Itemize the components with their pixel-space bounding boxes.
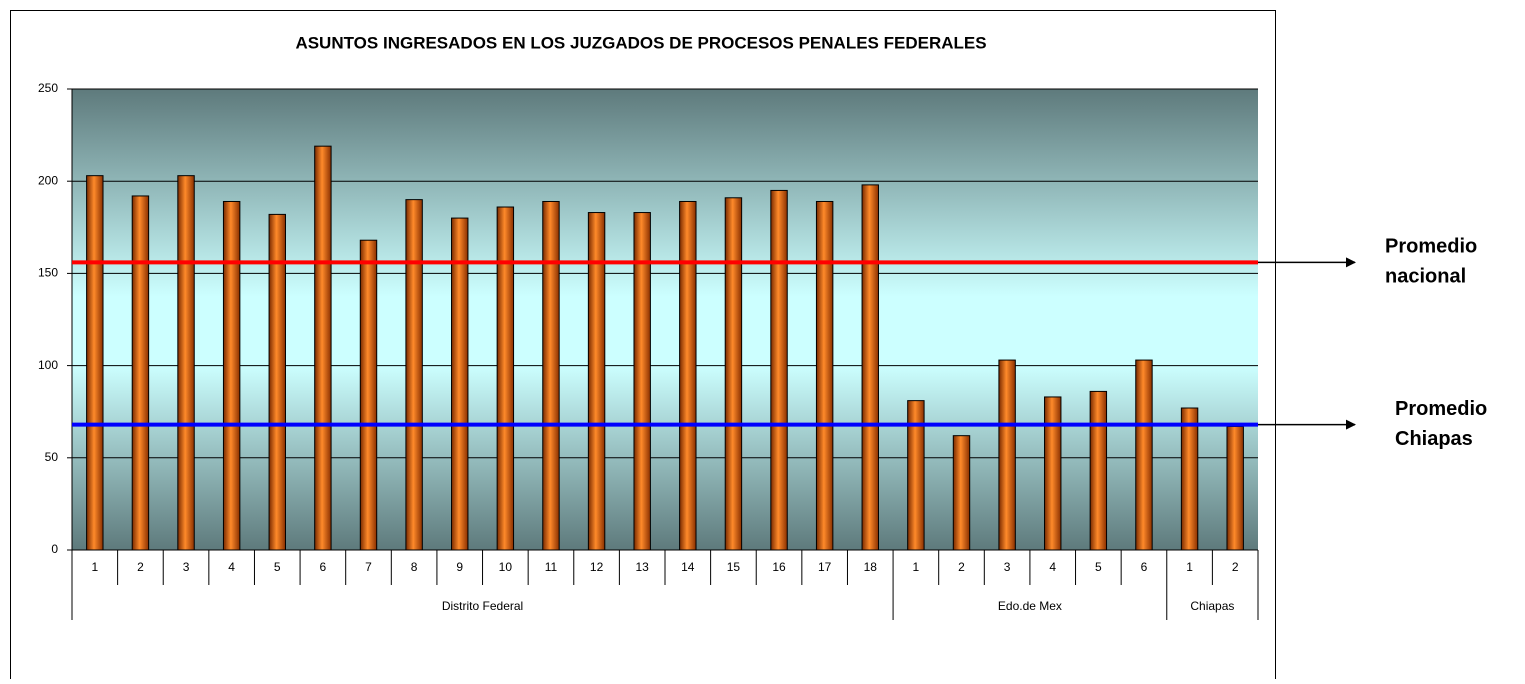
x-tick-label: 4 bbox=[1049, 560, 1056, 574]
x-tick-label: 6 bbox=[320, 560, 327, 574]
annotation-text: Chiapas bbox=[1395, 428, 1473, 450]
y-tick-label: 250 bbox=[38, 81, 58, 95]
x-tick-label: 15 bbox=[727, 560, 741, 574]
bar bbox=[770, 189, 788, 551]
bar bbox=[633, 212, 651, 551]
bar bbox=[861, 184, 879, 551]
x-tick-label: 8 bbox=[411, 560, 418, 574]
y-tick-label: 50 bbox=[45, 450, 59, 464]
x-tick-label: 1 bbox=[1186, 560, 1193, 574]
x-tick-label: 7 bbox=[365, 560, 372, 574]
x-tick-label: 4 bbox=[228, 560, 235, 574]
bar bbox=[405, 199, 423, 551]
bar bbox=[86, 175, 104, 551]
annotation-text: nacional bbox=[1385, 266, 1466, 288]
x-tick-label: 2 bbox=[958, 560, 965, 574]
x-tick-label: 1 bbox=[913, 560, 920, 574]
bar bbox=[1044, 396, 1062, 551]
bar bbox=[907, 400, 925, 551]
bar bbox=[268, 213, 286, 551]
chart-title: ASUNTOS INGRESADOS EN LOS JUZGADOS DE PR… bbox=[295, 33, 986, 52]
bar bbox=[998, 359, 1016, 551]
bar bbox=[1089, 390, 1108, 551]
bar bbox=[952, 435, 971, 551]
bar bbox=[679, 200, 697, 551]
annotation-text: Promedio bbox=[1385, 236, 1477, 258]
y-tick-label: 200 bbox=[38, 173, 58, 187]
y-tick-label: 150 bbox=[38, 266, 58, 280]
group-label: Distrito Federal bbox=[442, 599, 523, 613]
x-tick-label: 3 bbox=[1004, 560, 1011, 574]
x-tick-label: 18 bbox=[864, 560, 878, 574]
x-tick-label: 2 bbox=[137, 560, 144, 574]
x-tick-label: 13 bbox=[636, 560, 650, 574]
x-tick-label: 3 bbox=[183, 560, 190, 574]
bar bbox=[724, 197, 743, 551]
bar bbox=[177, 175, 195, 551]
x-tick-label: 16 bbox=[772, 560, 786, 574]
bar bbox=[222, 200, 241, 551]
bar bbox=[587, 212, 606, 551]
group-label: Edo.de Mex bbox=[998, 599, 1062, 613]
x-tick-label: 6 bbox=[1141, 560, 1148, 574]
y-tick-label: 100 bbox=[38, 358, 58, 372]
y-tick-label: 0 bbox=[51, 542, 58, 556]
bar bbox=[131, 195, 150, 551]
x-tick-label: 10 bbox=[499, 560, 513, 574]
x-tick-label: 11 bbox=[545, 560, 558, 574]
bar bbox=[1226, 425, 1244, 551]
bar bbox=[314, 145, 332, 551]
x-tick-label: 17 bbox=[818, 560, 832, 574]
x-tick-label: 9 bbox=[456, 560, 463, 574]
x-tick-label: 12 bbox=[590, 560, 604, 574]
bar bbox=[451, 217, 469, 551]
bar bbox=[1180, 407, 1199, 551]
x-tick-label: 5 bbox=[1095, 560, 1102, 574]
bar bbox=[1135, 359, 1153, 551]
bar bbox=[542, 200, 560, 551]
x-tick-label: 5 bbox=[274, 560, 281, 574]
bar bbox=[815, 200, 834, 551]
plot-area bbox=[72, 89, 1258, 550]
x-tick-label: 14 bbox=[681, 560, 695, 574]
bar bbox=[496, 206, 515, 551]
x-tick-label: 2 bbox=[1232, 560, 1239, 574]
bar bbox=[359, 239, 378, 551]
x-tick-label: 1 bbox=[91, 560, 98, 574]
annotation-text: Promedio bbox=[1395, 398, 1487, 420]
group-label: Chiapas bbox=[1190, 599, 1234, 613]
